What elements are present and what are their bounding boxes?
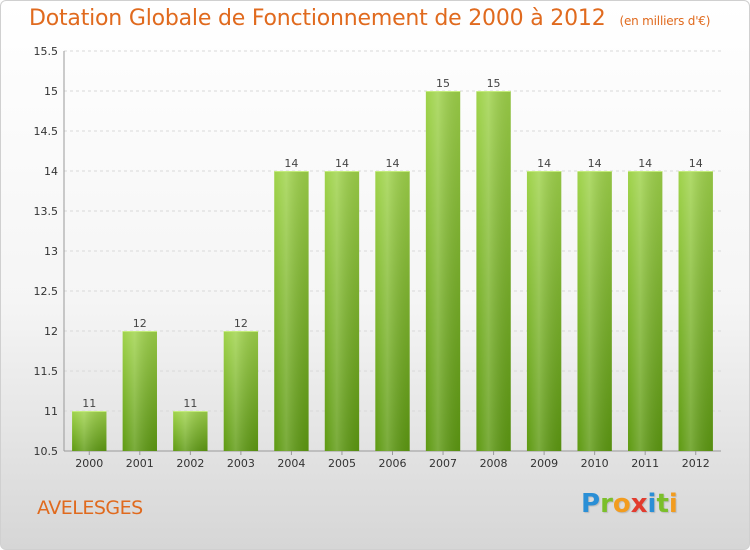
x-tick-label: 2003 xyxy=(227,457,255,470)
bar-shine xyxy=(122,331,157,451)
x-tick-label: 2006 xyxy=(379,457,407,470)
value-label: 15 xyxy=(436,77,450,90)
bar-shine xyxy=(72,411,107,451)
x-tick-label: 2009 xyxy=(530,457,558,470)
x-tick-label: 2010 xyxy=(581,457,609,470)
bar-shine xyxy=(577,171,612,451)
y-tick-label: 15.5 xyxy=(34,45,59,58)
value-label: 14 xyxy=(588,157,602,170)
bar-shine xyxy=(375,171,410,451)
y-tick-label: 14 xyxy=(44,165,58,178)
value-label: 15 xyxy=(487,77,501,90)
x-tick-label: 2000 xyxy=(75,457,103,470)
logo-letter: i xyxy=(668,489,678,519)
commune-name: AVELESGES xyxy=(37,497,143,519)
bar-shine xyxy=(628,171,663,451)
bar-shine xyxy=(425,91,461,451)
x-tick-label: 2001 xyxy=(126,457,154,470)
x-tick-label: 2004 xyxy=(277,457,305,470)
y-tick-label: 15 xyxy=(44,85,58,98)
logo-letter: x xyxy=(630,489,648,519)
chart-title: Dotation Globale de Fonctionnement de 20… xyxy=(29,6,710,31)
y-tick-label: 11 xyxy=(44,405,58,418)
logo-letter: o xyxy=(612,489,631,519)
bar-shine xyxy=(173,411,208,451)
bars xyxy=(72,91,713,451)
bar-shine xyxy=(223,331,259,451)
bar-shine xyxy=(678,171,713,451)
x-tick-label: 2007 xyxy=(429,457,457,470)
logo-letter: P xyxy=(581,489,601,519)
value-label: 12 xyxy=(234,317,248,330)
logo-letter: r xyxy=(600,489,613,519)
x-tick-label: 2005 xyxy=(328,457,356,470)
proxiti-logo[interactable]: Proxiti xyxy=(581,489,678,519)
y-tick-label: 12.5 xyxy=(34,285,59,298)
value-label: 11 xyxy=(183,397,197,410)
value-label: 14 xyxy=(284,157,298,170)
logo-letter: i xyxy=(647,489,657,519)
y-tick-label: 12 xyxy=(44,325,58,338)
x-tick-label: 2012 xyxy=(682,457,710,470)
labels: 10.5 11 11.5 12 12.5 13 13.5 14 14.5 15 15.5 11 2000… xyxy=(34,45,710,470)
bar-shine xyxy=(274,171,309,451)
value-label: 14 xyxy=(335,157,349,170)
value-label: 14 xyxy=(689,157,703,170)
x-tick-label: 2002 xyxy=(176,457,204,470)
bar-shine xyxy=(476,91,511,451)
logo-letter: t xyxy=(656,489,669,519)
bar-shine xyxy=(526,171,562,451)
y-tick-label: 13.5 xyxy=(34,205,59,218)
chart-subtitle: (en milliers d'€) xyxy=(619,14,711,28)
x-tick-label: 2011 xyxy=(631,457,659,470)
y-tick-label: 14.5 xyxy=(34,125,59,138)
value-label: 11 xyxy=(82,397,96,410)
value-label: 14 xyxy=(537,157,551,170)
y-tick-label: 10.5 xyxy=(34,445,59,458)
title-text: Dotation Globale de Fonctionnement de 20… xyxy=(29,6,606,31)
value-label: 14 xyxy=(386,157,400,170)
value-label: 12 xyxy=(133,317,147,330)
y-tick-label: 13 xyxy=(44,245,58,258)
y-tick-label: 11.5 xyxy=(34,365,59,378)
value-label: 14 xyxy=(638,157,652,170)
x-tick-label: 2008 xyxy=(480,457,508,470)
bar-shine xyxy=(324,171,360,451)
